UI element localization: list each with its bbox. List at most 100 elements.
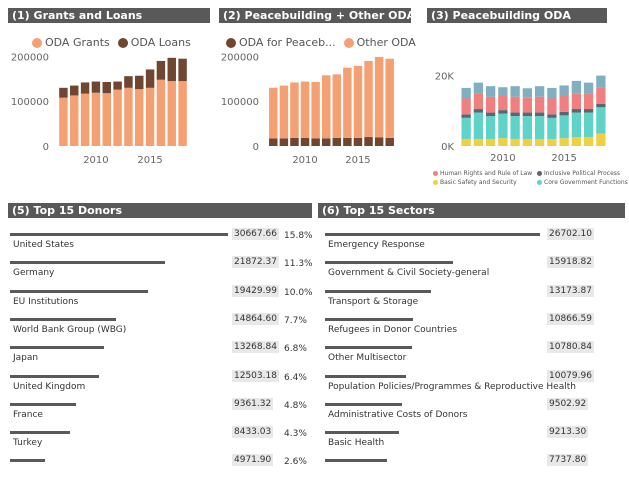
bar-segment[interactable] xyxy=(124,76,133,88)
donor-row[interactable]: 4971.90 2.6% xyxy=(10,454,310,485)
bar-segment[interactable] xyxy=(113,81,122,90)
bar-segment[interactable] xyxy=(461,87,471,99)
bar-segment[interactable] xyxy=(510,112,520,117)
bar-segment[interactable] xyxy=(547,117,557,139)
bar-segment[interactable] xyxy=(498,138,508,146)
bar-segment[interactable] xyxy=(547,87,557,99)
bar-segment[interactable] xyxy=(343,67,352,138)
bar-segment[interactable] xyxy=(534,86,545,97)
bar-segment[interactable] xyxy=(547,98,557,115)
bar-segment[interactable] xyxy=(332,137,342,146)
legend-item-safety[interactable]: Basic Safety and Security xyxy=(433,179,523,186)
sector-row[interactable]: 13173.87 Transport & Storage xyxy=(325,284,625,316)
bar-segment[interactable] xyxy=(156,79,166,146)
bar-segment[interactable] xyxy=(510,138,520,146)
bar-segment[interactable] xyxy=(583,93,594,110)
bar-segment[interactable] xyxy=(485,138,496,146)
bar-segment[interactable] xyxy=(473,93,484,110)
bar-segment[interactable] xyxy=(70,85,79,96)
bar-segment[interactable] xyxy=(461,117,471,139)
bar-segment[interactable] xyxy=(80,93,90,146)
bar-segment[interactable] xyxy=(300,137,310,146)
bar-segment[interactable] xyxy=(510,96,520,113)
bar-segment[interactable] xyxy=(510,86,520,97)
bar-segment[interactable] xyxy=(343,137,352,146)
bar-segment[interactable] xyxy=(583,82,594,94)
bar-segment[interactable] xyxy=(91,81,101,93)
bar-segment[interactable] xyxy=(583,112,594,138)
bar-segment[interactable] xyxy=(485,96,496,113)
bar-segment[interactable] xyxy=(374,137,384,146)
bar-segment[interactable] xyxy=(321,138,331,146)
bar-segment[interactable] xyxy=(156,60,166,80)
bar-segment[interactable] xyxy=(124,87,133,146)
bar-segment[interactable] xyxy=(178,58,187,82)
bar-segment[interactable] xyxy=(91,92,101,146)
bar-segment[interactable] xyxy=(364,137,373,146)
bar-segment[interactable] xyxy=(498,113,508,139)
bar-segment[interactable] xyxy=(80,82,90,94)
bar-segment[interactable] xyxy=(102,81,111,94)
bar-segment[interactable] xyxy=(571,93,582,110)
bar-segment[interactable] xyxy=(269,138,278,146)
bar-segment[interactable] xyxy=(534,116,545,139)
bar-segment[interactable] xyxy=(485,116,496,139)
legend-item-inclusive[interactable]: Inclusive Political Process xyxy=(537,170,620,177)
bar-segment[interactable] xyxy=(559,138,569,146)
bar-segment[interactable] xyxy=(364,60,373,138)
sector-row[interactable]: 9213.30 Basic Health xyxy=(325,426,625,457)
legend-item-loans[interactable]: ODA Loans xyxy=(117,36,191,49)
bar-segment[interactable] xyxy=(279,85,289,139)
bar-segment[interactable] xyxy=(135,89,144,146)
legend-item-core-gov[interactable]: Core Government Functions xyxy=(537,179,628,186)
bar-segment[interactable] xyxy=(279,138,289,146)
bar-segment[interactable] xyxy=(321,75,331,139)
sector-row[interactable]: 10866.59 Refugees in Donor Countries xyxy=(325,312,625,344)
bar-segment[interactable] xyxy=(534,138,545,146)
bar-segment[interactable] xyxy=(311,138,320,146)
donor-row[interactable]: 21872.37 11.3% Germany xyxy=(10,256,313,287)
bar-segment[interactable] xyxy=(167,81,176,146)
bar-segment[interactable] xyxy=(473,82,484,94)
bar-segment[interactable] xyxy=(596,75,606,88)
bar-segment[interactable] xyxy=(571,112,582,138)
peacebuilding-chart[interactable]: 0K 20K 2010 2015 xyxy=(427,58,627,168)
sector-row[interactable]: 10780.84 Other Multisector xyxy=(325,341,625,372)
bar-segment[interactable] xyxy=(596,133,606,146)
bar-segment[interactable] xyxy=(522,112,533,117)
peacebuilding-other-chart[interactable]: 0 100000 200000 2010 2015 xyxy=(219,52,419,172)
bar-segment[interactable] xyxy=(571,109,582,113)
bar-segment[interactable] xyxy=(583,137,594,146)
bar-segment[interactable] xyxy=(547,138,557,146)
donor-row[interactable]: 9361.32 4.8% France xyxy=(10,397,310,429)
bar-segment[interactable] xyxy=(596,107,606,134)
bar-segment[interactable] xyxy=(485,112,496,117)
bar-segment[interactable] xyxy=(290,137,299,146)
bar-segment[interactable] xyxy=(461,114,471,118)
bar-segment[interactable] xyxy=(559,96,569,112)
legend-item-peacebuilding[interactable]: ODA for Peaceb... xyxy=(226,36,336,49)
bar-segment[interactable] xyxy=(59,97,68,146)
bar-segment[interactable] xyxy=(70,95,79,146)
donor-row[interactable]: 19429.99 10.0% EU Institutions xyxy=(10,284,313,316)
bar-segment[interactable] xyxy=(145,69,155,88)
bar-segment[interactable] xyxy=(498,96,508,111)
bar-segment[interactable] xyxy=(178,81,187,146)
legend-item-grants[interactable]: ODA Grants xyxy=(32,36,110,49)
bar-segment[interactable] xyxy=(596,87,606,104)
bar-segment[interactable] xyxy=(353,65,363,138)
bar-segment[interactable] xyxy=(510,116,520,139)
sector-row[interactable]: 7737.80 xyxy=(325,454,625,485)
bar-segment[interactable] xyxy=(113,89,122,146)
sector-row[interactable]: 9502.92 Administrative Costs of Donors xyxy=(325,397,625,429)
bar-segment[interactable] xyxy=(167,57,176,82)
bar-segment[interactable] xyxy=(461,98,471,115)
donor-row[interactable]: 14864.60 7.7% World Bank Group (WBG) xyxy=(10,312,310,344)
bar-segment[interactable] xyxy=(135,75,144,90)
bar-segment[interactable] xyxy=(571,137,582,146)
bar-segment[interactable] xyxy=(385,58,394,138)
bar-segment[interactable] xyxy=(547,114,557,118)
bar-segment[interactable] xyxy=(290,82,299,138)
grants-loans-chart[interactable]: 0 100000 200000 2010 2015 xyxy=(8,52,218,172)
bar-segment[interactable] xyxy=(534,112,545,117)
